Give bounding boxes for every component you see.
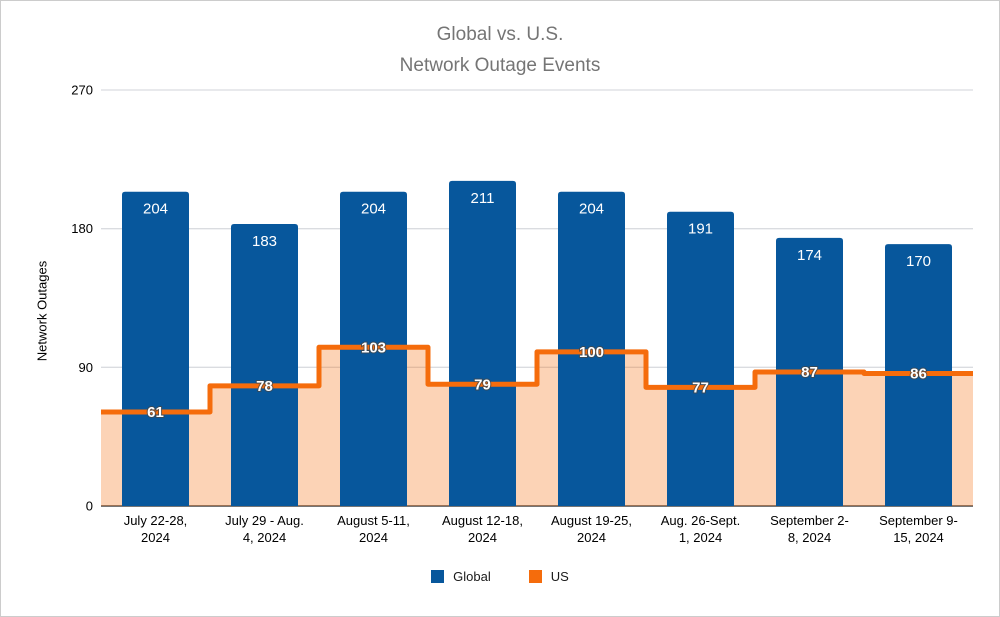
- global-value-label: 191: [688, 221, 713, 238]
- us-value-label: 79: [474, 376, 491, 393]
- chart-title-line1: Global vs. U.S.: [436, 24, 564, 45]
- us-value-label: 87: [801, 364, 818, 381]
- x-axis-label: August 5-11, 2024: [337, 513, 410, 545]
- us-value-label: 61: [147, 404, 164, 421]
- global-value-label: 211: [471, 190, 495, 207]
- global-value-label: 204: [143, 201, 168, 218]
- legend-swatch-icon: [528, 570, 542, 583]
- global-value-label: 204: [361, 201, 386, 218]
- us-value-label: 100: [579, 344, 604, 361]
- us-step-line: [101, 344, 973, 415]
- global-bar: [449, 180, 516, 507]
- global-bar: [667, 211, 734, 507]
- global-bar: [231, 224, 298, 507]
- legend-label: US: [550, 569, 569, 584]
- y-tick-label: 90: [79, 360, 93, 375]
- y-tick-label: 270: [71, 83, 93, 98]
- us-value-label: 103: [361, 339, 386, 356]
- us-value-label: 77: [692, 379, 709, 396]
- global-bar: [122, 191, 189, 506]
- x-axis-label: July 29 - Aug. 4, 2024: [225, 513, 304, 545]
- x-axis-label: August 19-25, 2024: [551, 513, 632, 545]
- chart-title-line2: Network Outage Events: [399, 55, 601, 76]
- y-tick-label: 180: [71, 221, 93, 236]
- legend-swatch-icon: [431, 570, 445, 583]
- x-axis-label: Aug. 26-Sept. 1, 2024: [660, 513, 741, 545]
- global-value-label: 174: [797, 247, 822, 264]
- x-axis-label: July 22-28, 2024: [123, 513, 188, 545]
- global-value-label: 183: [252, 233, 277, 250]
- legend-item-global: Global: [431, 569, 491, 584]
- global-value-label: 170: [906, 253, 931, 270]
- legend: Global US: [1, 569, 999, 584]
- us-value-label: 86: [910, 365, 927, 382]
- global-value-label: 204: [579, 201, 604, 218]
- x-axis-label: September 2- 8, 2024: [770, 513, 849, 545]
- chart-title: Global vs. U.S. Network Outage Events: [1, 19, 999, 81]
- y-tick-label: 0: [86, 499, 93, 514]
- x-axis-label: September 9- 15, 2024: [879, 513, 958, 545]
- legend-label: Global: [453, 569, 491, 584]
- global-bar: [558, 191, 625, 506]
- legend-item-us: US: [528, 569, 569, 584]
- us-value-label: 78: [256, 378, 273, 395]
- x-axis-label: August 12-18, 2024: [442, 513, 523, 545]
